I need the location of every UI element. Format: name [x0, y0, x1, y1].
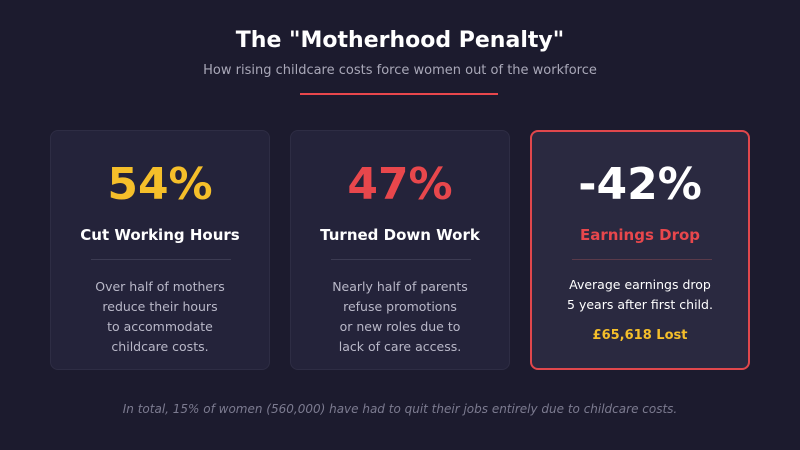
subtitle: How rising childcare costs force women o… — [203, 63, 597, 78]
description-line: Average earnings drop — [569, 277, 711, 292]
description: Average earnings drop 5 years after firs… — [532, 275, 748, 315]
divider — [572, 259, 712, 260]
stat-value: -42% — [578, 159, 702, 210]
description-line: Nearly half of parents — [332, 279, 468, 294]
divider — [331, 259, 471, 260]
title: The "Motherhood Penalty" — [235, 28, 565, 53]
description-line: to accommodate — [107, 319, 213, 334]
stat-value: 47% — [347, 159, 453, 210]
stat-label: Cut Working Hours — [80, 226, 240, 244]
description-line: or new roles due to — [339, 319, 461, 334]
stat-value: 54% — [107, 159, 213, 210]
description-line: childcare costs. — [111, 339, 209, 354]
loss-amount: £65,618 Lost — [592, 328, 688, 343]
stat-card: 47% Turned Down Work Nearly half of pare… — [290, 130, 510, 370]
description-line: reduce their hours — [102, 299, 218, 314]
stat-label: Turned Down Work — [320, 226, 480, 244]
divider — [91, 259, 231, 260]
description-line: refuse promotions — [343, 299, 457, 314]
stat-card-highlight: -42% Earnings Drop Average earnings drop… — [530, 130, 750, 370]
description-line: lack of care access. — [338, 339, 462, 354]
title-rule — [300, 93, 498, 95]
description: Over half of mothers reduce their hours … — [51, 277, 269, 357]
footer-note: In total, 15% of women (560,000) have ha… — [122, 402, 678, 416]
description: Nearly half of parents refuse promotions… — [291, 277, 509, 357]
stat-card: 54% Cut Working Hours Over half of mothe… — [50, 130, 270, 370]
description-line: Over half of mothers — [95, 279, 225, 294]
description-line: 5 years after first child. — [567, 297, 713, 312]
stat-label: Earnings Drop — [579, 226, 701, 244]
